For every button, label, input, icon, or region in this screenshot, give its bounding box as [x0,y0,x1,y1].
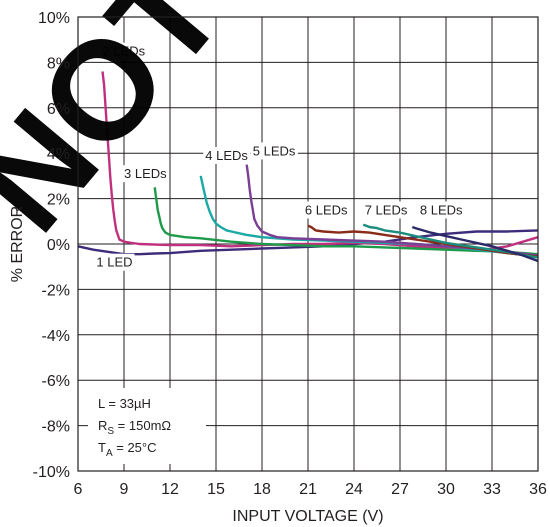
series-label-5: 5 LEDs [253,143,296,158]
y-tick-label: 0% [47,237,70,254]
series-label-4: 4 LEDs [205,148,248,163]
annotation-inductance: L = 33µH [98,396,151,411]
series-line-7 [362,223,539,259]
series-label-bg [417,201,466,219]
series-label-bg [250,142,298,160]
series-label-bg [94,253,135,271]
series-label-1: 1 LED [96,255,132,270]
x-tick-label: 6 [74,481,83,498]
series-line-3 [153,187,539,256]
series-line-8 [411,225,539,263]
x-tick-label: 33 [483,481,501,498]
x-tick-label: 30 [437,481,455,498]
y-tick-labels: 10% 8% 6% 4% 2% 0% -2% -4% -6% -8% -10% [33,10,70,481]
annotation-temperature: TA = 25°C [98,440,157,459]
series-line-5 [245,164,539,257]
y-tick-label: -6% [42,373,70,390]
series-line-2 [101,71,539,253]
x-axis-title: INPUT VOLTAGE (V) [232,508,383,525]
series-layer [77,71,539,263]
series-label-8: 8 LEDs [420,202,463,217]
x-tick-label: 36 [529,481,547,498]
x-tick-labels: 6 9 12 15 18 21 24 27 30 33 36 [74,481,547,498]
y-tick-label: 10% [38,10,70,27]
plot-frame [77,16,539,472]
series-label-bg [122,165,170,183]
y-tick-label: -10% [33,464,70,481]
y-tick-label: -4% [42,328,70,345]
series-label-6: 6 LEDs [305,202,348,217]
x-tick-label: 24 [345,481,363,498]
series-label-2: 2 LEDs [103,44,146,59]
series-label-bg [100,42,148,60]
annotation-sense-resistor: RS = 150mΩ [98,418,171,437]
x-tick-label: 21 [299,481,317,498]
series-label-bg [203,147,251,165]
x-tick-label: 9 [120,481,129,498]
x-tick-label: 18 [253,481,271,498]
series-label-bg [302,201,351,219]
series-label-layer: 1 LED 2 LEDs 3 LEDs 4 LEDs 5 LEDs 6 LEDs 7 LED… [94,42,466,271]
conditions-annotation: L = 33µH RS = 150mΩ TA = 25°C [88,388,206,464]
y-tick-label: -2% [42,282,70,299]
series-label-7: 7 LEDs [365,202,408,217]
x-tick-label: 15 [207,481,225,498]
y-tick-label: 2% [47,192,70,209]
y-tick-label: -8% [42,419,70,436]
series-label-bg [362,201,410,219]
series-label-3: 3 LEDs [124,166,167,181]
y-tick-label: 8% [47,55,70,72]
x-tick-label: 12 [161,481,179,498]
y-tick-label: 6% [47,101,70,118]
x-tick-label: 27 [391,481,409,498]
y-tick-label: 4% [47,146,70,163]
y-axis-title: % ERROR [9,206,26,282]
